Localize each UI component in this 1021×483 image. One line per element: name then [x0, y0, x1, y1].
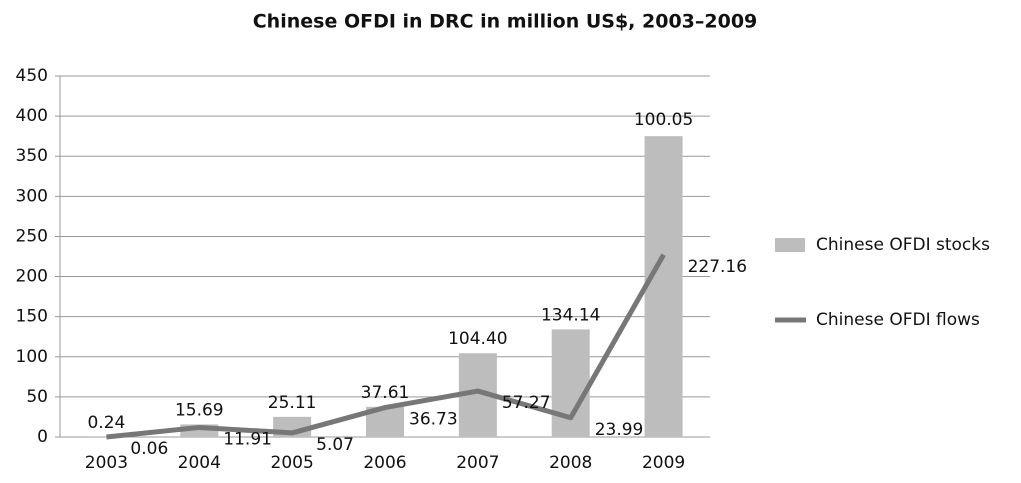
- data-label: 25.11: [268, 393, 317, 413]
- data-label: 104.40: [448, 329, 507, 349]
- x-tick-label: 2003: [85, 453, 128, 473]
- data-label: 5.07: [316, 435, 354, 455]
- y-tick-label: 400: [16, 106, 48, 126]
- y-tick-label: 200: [16, 267, 48, 287]
- y-tick-label: 350: [16, 146, 48, 166]
- data-label: 0.06: [130, 439, 168, 459]
- x-tick-label: 2006: [363, 453, 406, 473]
- x-tick-label: 2009: [642, 453, 685, 473]
- data-label: 11.91: [223, 429, 272, 449]
- y-tick-label: 100: [16, 347, 48, 367]
- data-label: 23.99: [595, 420, 644, 440]
- data-label: 37.61: [361, 383, 410, 403]
- data-label: 134.14: [541, 305, 600, 325]
- y-tick-label: 450: [16, 66, 48, 86]
- legend-swatch: [775, 238, 805, 252]
- legend-label: Chinese OFDI stocks: [816, 235, 990, 255]
- data-label: 15.69: [175, 400, 224, 420]
- data-label: 227.16: [688, 257, 747, 277]
- y-tick-label: 300: [16, 186, 48, 206]
- bar: [644, 136, 683, 437]
- x-tick-label: 2007: [456, 453, 499, 473]
- x-tick-label: 2004: [178, 453, 221, 473]
- annotation: 100.05: [634, 110, 693, 130]
- data-label: 0.24: [87, 413, 125, 433]
- line: [106, 253, 666, 440]
- y-tick-label: 0: [37, 427, 48, 447]
- y-tick-label: 250: [16, 226, 48, 246]
- data-label: 57.27: [502, 393, 551, 413]
- legend-label: Chinese OFDI flows: [816, 310, 980, 330]
- y-tick-label: 50: [26, 387, 48, 407]
- chart-title: Chinese OFDI in DRC in million US$, 2003…: [253, 11, 758, 33]
- data-label: 36.73: [409, 410, 458, 430]
- y-tick-label: 150: [16, 307, 48, 327]
- x-tick-label: 2008: [549, 453, 592, 473]
- bar: [551, 329, 590, 437]
- x-tick-label: 2005: [271, 453, 314, 473]
